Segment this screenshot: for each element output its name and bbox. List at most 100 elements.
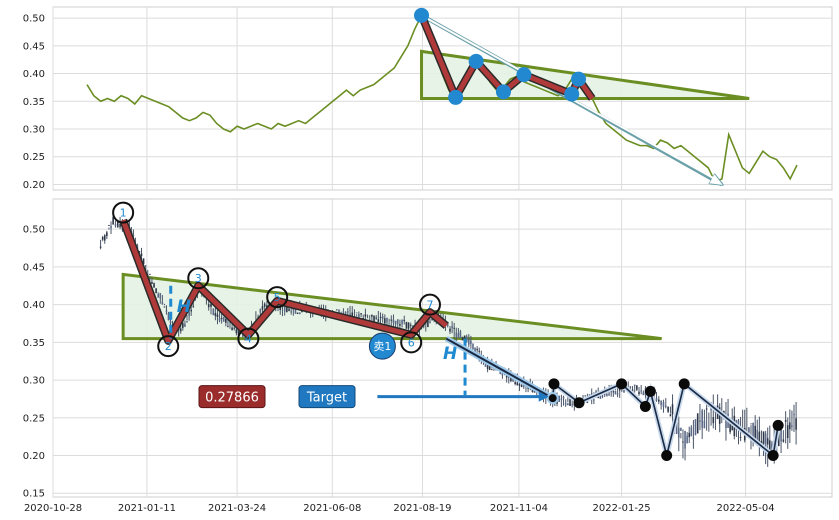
candle-body xyxy=(401,319,403,325)
candle-body xyxy=(186,320,188,323)
candle-body xyxy=(478,350,481,352)
candle-body xyxy=(390,319,393,321)
candle-body xyxy=(106,232,108,237)
pattern-point-circle xyxy=(400,331,423,354)
candle-body xyxy=(667,406,669,412)
candle-body xyxy=(364,314,367,317)
candle-body xyxy=(488,363,491,371)
candle-body xyxy=(455,332,458,337)
candle-body xyxy=(259,309,262,313)
candle-body xyxy=(394,320,397,325)
candle-body xyxy=(360,313,362,315)
candle-body xyxy=(662,401,665,407)
candle-body xyxy=(286,307,288,313)
candle-body xyxy=(690,427,693,437)
candle-body xyxy=(694,419,697,436)
candle-body xyxy=(169,321,172,324)
candle-body xyxy=(190,309,192,312)
candle-body xyxy=(112,217,114,225)
candle-body xyxy=(675,420,678,434)
candle-body xyxy=(427,320,429,328)
sell-signal-label: 卖1 xyxy=(373,340,391,353)
candle-body xyxy=(616,393,619,395)
candle-body xyxy=(449,328,451,332)
candle-body xyxy=(756,429,759,444)
candle-body xyxy=(564,403,567,405)
candle-body xyxy=(388,323,390,325)
candle-body xyxy=(138,251,141,253)
candle-body xyxy=(261,306,264,310)
candle-body xyxy=(188,310,190,316)
candle-body xyxy=(457,333,460,339)
candle-body xyxy=(472,343,474,350)
candle-body xyxy=(132,234,135,236)
candle-body xyxy=(381,316,384,319)
candle-body xyxy=(379,317,382,319)
candle-body xyxy=(499,371,502,375)
bottom-y-tick-label: 0.40 xyxy=(23,300,45,311)
candle-body xyxy=(222,316,225,322)
candle-body xyxy=(220,317,223,319)
candle-body xyxy=(638,391,640,395)
future-point-marker xyxy=(661,450,673,462)
pattern-point-label: 6 xyxy=(408,336,415,349)
future-point-marker xyxy=(573,397,585,409)
candle-body xyxy=(518,384,521,386)
candle-body xyxy=(522,384,525,387)
candle-body xyxy=(669,414,672,417)
candle-body xyxy=(179,328,182,332)
pattern-point-circle xyxy=(157,335,180,358)
candle-body xyxy=(140,253,143,257)
candle-body xyxy=(712,417,715,424)
candle-body xyxy=(470,340,472,345)
candle-body xyxy=(142,258,145,265)
bottom-y-tick-label: 0.50 xyxy=(23,225,45,236)
candle-body xyxy=(407,322,410,329)
candle-body xyxy=(163,306,166,308)
candle-body xyxy=(157,294,160,298)
candle-body xyxy=(294,307,297,314)
future-point-marker xyxy=(548,378,560,390)
candle-body xyxy=(682,441,684,443)
target-badge-label: Target xyxy=(306,391,347,406)
candle-body xyxy=(184,323,186,327)
bottom-y-tick-label: 0.45 xyxy=(23,262,45,273)
candle-body xyxy=(584,395,586,397)
candle-body xyxy=(748,427,750,433)
x-tick-label: 2021-06-08 xyxy=(303,503,361,514)
x-tick-label: 2021-01-11 xyxy=(118,503,176,514)
h-label: H xyxy=(443,344,457,364)
target-price-label: 0.27866 xyxy=(205,391,259,406)
candle-body xyxy=(777,428,780,447)
candle-body xyxy=(486,365,489,369)
future-point-marker xyxy=(678,378,690,390)
candle-body xyxy=(766,438,769,445)
candle-body xyxy=(288,308,290,312)
x-tick-label: 2021-11-04 xyxy=(490,503,548,514)
candle-body xyxy=(396,319,399,324)
candle-body xyxy=(144,265,147,267)
x-tick-label: 2021-08-19 xyxy=(393,503,451,514)
candle-body xyxy=(155,288,157,294)
candle-body xyxy=(636,385,638,390)
candle-body xyxy=(371,314,373,317)
candle-body xyxy=(520,384,523,388)
top-pivot-marker xyxy=(564,86,580,102)
candle-body xyxy=(784,419,787,422)
candle-body xyxy=(692,437,695,439)
candle-body xyxy=(159,293,162,299)
candle-body xyxy=(347,311,349,313)
candle-body xyxy=(335,309,338,311)
top-y-tick-label: 0.35 xyxy=(23,97,45,108)
x-axis: 2020-10-28 2021-01-11 2021-03-24 2021-06-08… xyxy=(24,503,775,514)
top-pivot-marker xyxy=(414,7,430,23)
x-tick-label: 2020-10-28 xyxy=(24,503,82,514)
candle-body xyxy=(101,237,104,240)
candle-body xyxy=(699,420,701,423)
candle-body xyxy=(409,324,412,326)
pattern-point-circle xyxy=(187,267,210,290)
pattern-point-circle xyxy=(266,286,289,309)
candle-body xyxy=(793,413,795,416)
h-label: H xyxy=(177,297,191,317)
